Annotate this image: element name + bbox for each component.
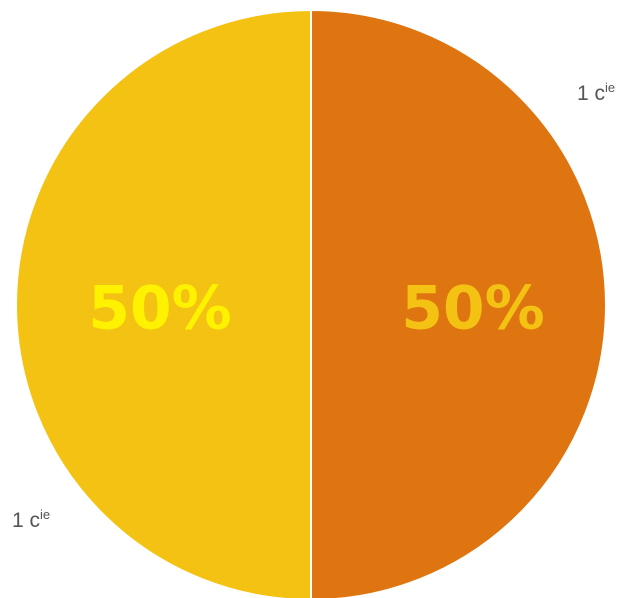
pie-slice-0 [310,8,607,598]
pie-slice-1 [15,8,312,598]
pie-category-label-main: 1 c [577,82,605,105]
pie-percent-label-0: 50% [401,274,545,344]
pie-category-label-0: 1 cie [577,80,615,105]
pie-percent-label-1: 50% [88,274,232,344]
pie-category-label-sup: ie [40,507,50,522]
pie-category-label-1: 1 cie [12,507,50,532]
pie-category-label-sup: ie [605,80,615,95]
pie-category-label-main: 1 c [12,509,40,532]
